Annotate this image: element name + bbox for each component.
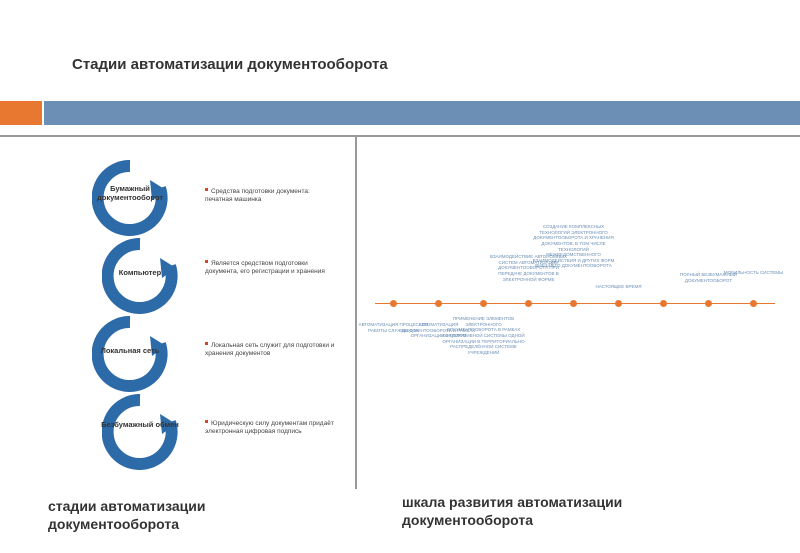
timeline-diagram: АВТОМАТИЗАЦИЯ ПРОЦЕССОВ РАБОТЫ СЛУЖБЫ ДО… [375,188,775,458]
timeline-point-1 [435,300,442,307]
timeline-point-8 [750,300,757,307]
stage-label-1: Компьютер [98,268,182,277]
band-blue [44,101,800,125]
timeline-label-4: СОЗДАНИЕ КОМПЛЕКСНЫХ ТЕХНОЛОГИЙ ЭЛЕКТРОН… [531,224,616,269]
timeline-label-2: ПРИМЕНЕНИЕ ЭЛЕМЕНТОВ ЭЛЕКТРОННОГО ДОКУМЕ… [441,316,526,355]
left-caption: стадии автоматизации документооборота [48,498,308,533]
stage-label-2: Локальная сеть [88,346,172,355]
vertical-divider [355,135,357,489]
right-caption: шкала развития автоматизации документооб… [402,494,722,529]
stages-diagram: Бумажный документооборот Средства подгото… [50,148,340,478]
stage-label-0: Бумажный документооборот [88,184,172,202]
timeline-point-5 [615,300,622,307]
stage-desc-2: Локальная сеть служит для подготовки и х… [205,342,335,358]
timeline-point-4 [570,300,577,307]
stage-arc-3 [102,394,174,466]
band-orange [0,101,42,125]
stage-desc-1: Является средством подготовки документа,… [205,260,335,276]
header-band [0,98,800,128]
stage-desc-0: Средства подготовки документа: печатная … [205,188,335,204]
timeline-point-0 [390,300,397,307]
timeline-point-3 [525,300,532,307]
horizontal-divider [0,135,800,137]
timeline-label-8: МОБИЛЬНОСТЬ СИСТЕМЫ [711,270,796,276]
timeline-point-6 [660,300,667,307]
timeline-point-2 [480,300,487,307]
timeline-label-5: НАСТОЯЩЕЕ ВРЕМЯ [576,284,661,290]
slide-title: Стадии автоматизации документооборота [72,56,388,73]
stage-desc-3: Юридическую силу документам придаёт элек… [205,420,335,436]
timeline-point-7 [705,300,712,307]
stage-label-3: Безбумажный обмен [98,420,182,429]
